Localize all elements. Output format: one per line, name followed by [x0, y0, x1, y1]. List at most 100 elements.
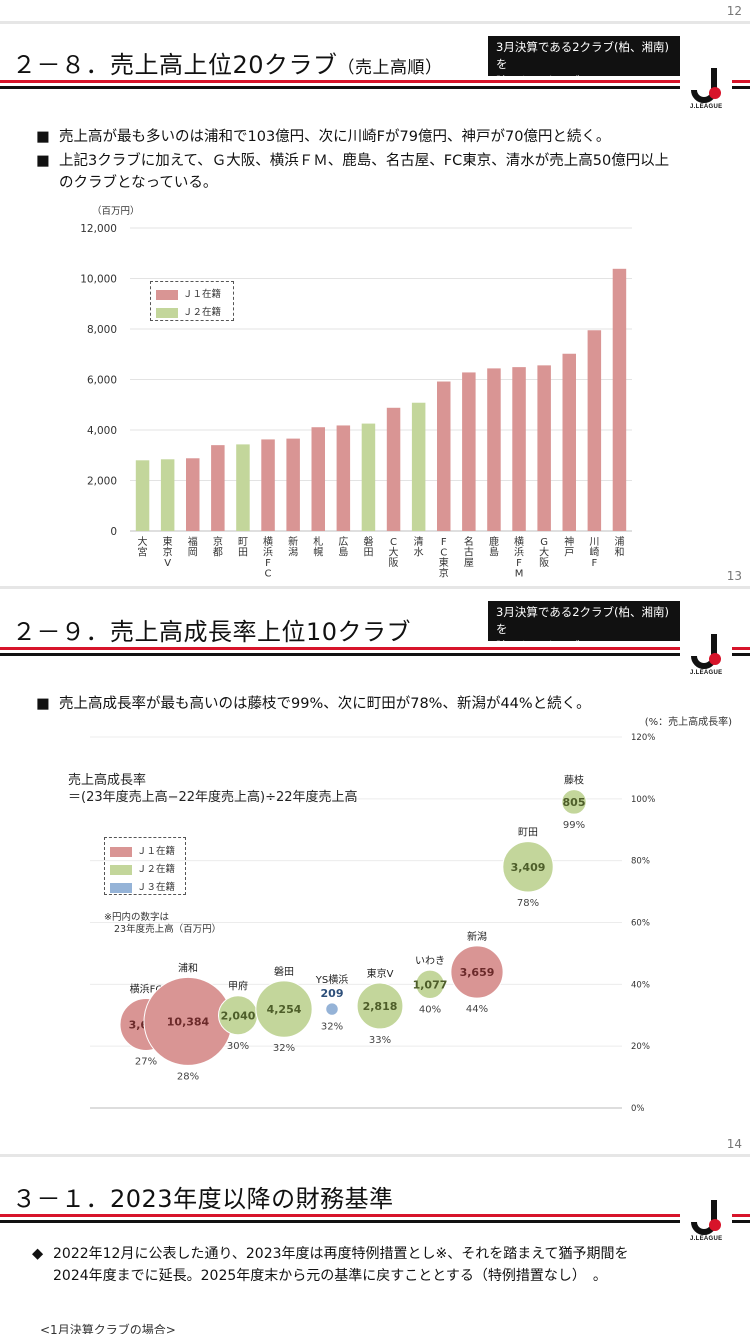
note-line: 3月決算である2クラブ(柏、湘南)を	[496, 40, 669, 71]
bullet-text: 売上高が最も多いのは浦和で103億円、次に川崎Fが79億円、神戸が70億円と続く…	[59, 129, 611, 145]
x-tick-label: G 大阪	[539, 537, 549, 569]
page-number: 14	[726, 1137, 742, 1151]
bubble-value: 2,040	[221, 1009, 256, 1022]
header-black-line-right	[732, 86, 750, 89]
x-tick-label: 清水	[414, 535, 424, 559]
bubble-club-label: 藤枝	[564, 774, 584, 787]
logo-text: J.LEAGUE	[690, 670, 723, 676]
bubble-growth-label: 30%	[227, 1041, 249, 1052]
bubble-磐田	[255, 980, 313, 1038]
sales-bar-chart: 0 2,000 4,000 6,000 8,000 10,000 12,000 大宮 東京 V 福…	[80, 205, 632, 580]
bar-新潟	[286, 438, 300, 531]
bar-町田	[236, 444, 250, 531]
header-red-line-right	[732, 80, 750, 83]
legend-item-j2: Ｊ２在籍	[110, 861, 175, 875]
header-red-line-right	[732, 1214, 750, 1217]
x-tick-label: 福岡	[188, 535, 198, 559]
growth-bubble-chart: (%：売上高成長率) 0%20%40%60%80%100%120% 3,627横…	[90, 715, 732, 1114]
bubble-club-label: 東京V	[367, 967, 394, 980]
header-red-line	[0, 1214, 680, 1217]
note-line: ※円内の数字は	[104, 912, 169, 923]
bar-川崎F	[587, 330, 602, 531]
legend-item-j1: Ｊ１在籍	[110, 843, 175, 857]
bubble-club-label: 横浜FC	[130, 983, 163, 996]
x-tick-label: 川崎 F	[589, 537, 599, 569]
x-tick-label: 大宮	[138, 535, 148, 559]
legend-swatch	[156, 307, 178, 318]
bubble-growth-label: 27%	[135, 1057, 157, 1068]
bubble-新潟	[450, 945, 504, 999]
x-tick-label: 新潟	[288, 535, 298, 559]
bubble-value: 209	[321, 987, 344, 1000]
page-separator	[0, 21, 750, 24]
note-line: 3月決算である2クラブ(柏、湘南)を	[496, 605, 669, 636]
legend-swatch	[110, 864, 132, 875]
exclusion-note: 3月決算である2クラブ(柏、湘南)を 除いた58クラブについて	[488, 601, 680, 653]
y-tick-label: 40%	[631, 980, 650, 990]
header-red-line-right	[732, 647, 750, 650]
jleague-logo-icon	[691, 66, 726, 103]
legend-label: Ｊ１在籍	[137, 846, 176, 857]
sub-caption: <1月決算クラブの場合>	[40, 1323, 176, 1334]
jleague-logo: J.LEAGUE	[690, 632, 728, 682]
bullet-mark: ■	[36, 153, 50, 169]
x-tick-label: 京都	[213, 535, 223, 559]
bullet-mark: ■	[36, 696, 50, 712]
bubble-東京V	[356, 982, 404, 1030]
legend-label: Ｊ１在籍	[183, 289, 222, 300]
bubble-club-label: 町田	[518, 828, 538, 839]
bar-C大阪	[386, 407, 401, 531]
section-title-2-8: ２－８．売上高上位20クラブ（売上高順）	[12, 45, 443, 80]
legend-item-j2: Ｊ２在籍	[156, 304, 221, 318]
legend-swatch	[110, 846, 132, 857]
bubble-value: 3,659	[460, 966, 495, 979]
bar-磐田	[361, 423, 376, 531]
jleague-logo-icon	[691, 1198, 726, 1235]
jleague-logo: J.LEAGUE	[690, 66, 728, 116]
formula-line: ＝(23年度売上高−22年度売上高)÷22年度売上高	[68, 790, 358, 805]
page-number: 12	[726, 4, 742, 18]
bullet-text: 上記3クラブに加えて、Ｇ大阪、横浜ＦＭ、鹿島、名古屋、FC東京、清水が売上高50…	[59, 153, 670, 191]
bubble-growth-label: 33%	[369, 1035, 391, 1046]
legend-item-j3: Ｊ３在籍	[110, 879, 175, 893]
legend-label: Ｊ３在籍	[137, 882, 176, 893]
formula-note: 売上高成長率 ＝(23年度売上高−22年度売上高)÷22年度売上高	[68, 772, 358, 806]
x-tick-label: 神戸	[564, 535, 574, 559]
y-tick-label: 20%	[631, 1042, 650, 1052]
header-red-line	[0, 80, 680, 83]
jleague-logo-icon	[691, 632, 726, 669]
bullet-text: 売上高成長率が最も高いのは藤枝で99%、次に町田が78%、新潟が44%と続く。	[59, 696, 591, 712]
header-black-line-right	[732, 653, 750, 656]
bubble-growth-label: 32%	[273, 1043, 295, 1054]
bar-横浜FC	[261, 439, 275, 531]
bubble-club-label: YS横浜	[315, 973, 348, 986]
bubble-club-label: 甲府	[228, 980, 248, 993]
section-title-2-9: ２－９．売上高成長率上位10クラブ	[12, 618, 412, 646]
y-axis-unit: (%：売上高成長率)	[645, 715, 732, 728]
bullet-item: ■ 売上高が最も多いのは浦和で103億円、次に川崎Fが79億円、神戸が70億円と…	[36, 126, 686, 148]
bar-福岡	[186, 458, 200, 531]
bubble-いわき	[415, 969, 445, 1000]
title-text: ２－８．売上高上位20クラブ	[12, 51, 338, 79]
header-black-line-right	[732, 1220, 750, 1223]
legend-label: Ｊ２在籍	[137, 864, 176, 875]
bubble-growth-label: 78%	[517, 898, 539, 909]
x-tick-label: 広島	[338, 535, 348, 559]
bubble-growth-label: 28%	[177, 1071, 199, 1082]
bar-広島	[336, 425, 351, 531]
bar-東京V	[160, 459, 175, 531]
bullet-text: 2022年12月に公表した通り、2023年度は再度特例措置とし※、それを踏まえて…	[53, 1243, 689, 1287]
legend-swatch	[156, 289, 178, 300]
x-tick-label: 横浜 F C	[263, 535, 273, 580]
y-tick-label: 4,000	[87, 425, 117, 437]
legend-item-j1: Ｊ１在籍	[156, 286, 221, 300]
y-tick-label: 12,000	[80, 223, 117, 235]
x-tick-label: F C 東京	[439, 537, 449, 580]
bubble-value: 3,409	[511, 861, 546, 874]
y-tick-label: 0	[110, 526, 117, 538]
bubble-club-label: 磐田	[274, 965, 294, 978]
header-black-line	[0, 653, 680, 656]
bar-FC東京	[437, 381, 451, 531]
x-tick-label: 町田	[238, 537, 248, 559]
bar-神戸	[562, 353, 576, 531]
